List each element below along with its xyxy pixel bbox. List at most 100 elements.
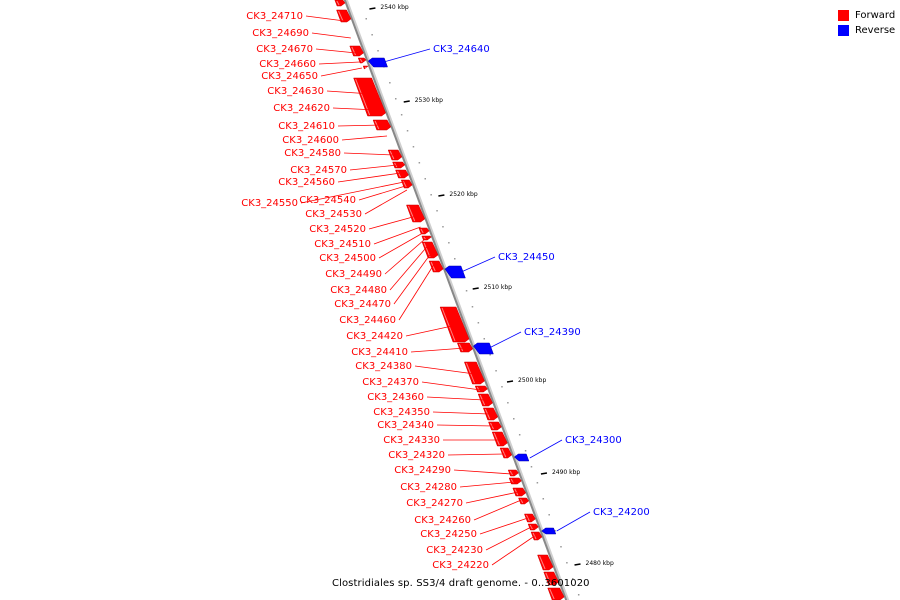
forward-gene-label: CK3_24290 bbox=[394, 465, 451, 476]
minor-tick bbox=[465, 290, 468, 292]
forward-gene-highlight bbox=[549, 588, 555, 600]
forward-leader-line bbox=[485, 526, 532, 551]
forward-gene bbox=[512, 487, 527, 497]
scale-tick-mark bbox=[438, 194, 445, 197]
forward-gene-label: CK3_24380 bbox=[355, 361, 412, 372]
forward-gene-highlight bbox=[351, 46, 356, 56]
map-caption: Clostridiales sp. SS3/4 draft genome. - … bbox=[332, 578, 590, 589]
forward-leader-line bbox=[378, 232, 423, 259]
minor-tick bbox=[400, 114, 403, 116]
reverse-gene-label: CK3_24640 bbox=[433, 44, 490, 55]
forward-gene-highlight bbox=[430, 261, 436, 272]
forward-leader-line bbox=[326, 90, 372, 95]
forward-gene-highlight bbox=[493, 432, 500, 446]
reverse-gene-label: CK3_24450 bbox=[498, 252, 555, 263]
forward-gene-label: CK3_24220 bbox=[432, 560, 489, 571]
forward-gene bbox=[392, 161, 406, 169]
forward-gene bbox=[349, 45, 364, 57]
scale-tick-mark bbox=[403, 100, 410, 103]
minor-tick bbox=[436, 210, 438, 212]
minor-tick bbox=[507, 402, 509, 404]
forward-gene bbox=[421, 235, 432, 241]
forward-gene bbox=[482, 407, 499, 421]
reverse-gene-label: CK3_24390 bbox=[524, 327, 581, 338]
reverse-leader-line bbox=[383, 48, 431, 63]
forward-gene-highlight bbox=[336, 0, 340, 6]
reverse-leader-line bbox=[461, 256, 496, 273]
forward-gene-label: CK3_24560 bbox=[278, 177, 335, 188]
scale-tick-label: 2530 kbp bbox=[415, 97, 443, 104]
forward-gene-label: CK3_24670 bbox=[256, 44, 313, 55]
forward-gene-highlight bbox=[458, 343, 464, 352]
minor-tick bbox=[483, 338, 486, 340]
forward-gene bbox=[439, 306, 470, 343]
forward-gene-label: CK3_24650 bbox=[261, 71, 318, 82]
minor-tick bbox=[424, 178, 426, 180]
forward-gene-highlight bbox=[501, 448, 507, 458]
forward-leader-line bbox=[341, 135, 388, 141]
forward-leader-line bbox=[389, 245, 428, 291]
forward-gene-highlight bbox=[423, 242, 431, 258]
minor-tick bbox=[412, 146, 415, 148]
reverse-gene bbox=[473, 342, 494, 355]
forward-leader-line bbox=[465, 491, 519, 504]
forward-gene bbox=[428, 260, 444, 273]
forward-gene-label: CK3_24420 bbox=[346, 331, 403, 342]
scale-tick-mark bbox=[472, 287, 479, 290]
forward-gene-highlight bbox=[539, 555, 546, 570]
forward-gene bbox=[507, 469, 519, 477]
forward-leader-line bbox=[447, 453, 505, 456]
forward-gene-label: CK3_24550 bbox=[241, 198, 298, 209]
minor-tick bbox=[560, 546, 562, 548]
minor-tick bbox=[454, 258, 456, 260]
forward-leader-line bbox=[459, 481, 515, 488]
forward-gene-highlight bbox=[514, 488, 519, 496]
minor-tick bbox=[566, 562, 568, 564]
reverse-leader-line bbox=[489, 331, 522, 349]
forward-leader-line bbox=[405, 324, 457, 337]
forward-gene-label: CK3_24320 bbox=[388, 450, 445, 461]
forward-gene-label: CK3_24610 bbox=[278, 121, 335, 132]
forward-leader-line bbox=[491, 535, 535, 566]
forward-gene-label: CK3_24580 bbox=[284, 148, 341, 159]
forward-leader-line bbox=[318, 61, 360, 65]
forward-gene bbox=[477, 393, 493, 407]
scale-tick-label: 2490 kbp bbox=[552, 469, 580, 476]
forward-gene bbox=[543, 571, 559, 586]
minor-tick bbox=[577, 594, 580, 596]
forward-gene-label: CK3_24350 bbox=[373, 407, 430, 418]
minor-tick bbox=[542, 498, 545, 500]
forward-gene-label: CK3_24250 bbox=[420, 529, 477, 540]
forward-leader-line bbox=[368, 215, 417, 230]
forward-leader-line bbox=[473, 499, 522, 521]
minor-tick bbox=[406, 130, 409, 132]
reverse-gene-label: CK3_24200 bbox=[593, 507, 650, 518]
forward-leader-line bbox=[393, 253, 431, 305]
minor-tick bbox=[536, 482, 539, 484]
reverse-gene-label: CK3_24300 bbox=[565, 435, 622, 446]
forward-leader-line bbox=[384, 238, 426, 275]
forward-gene bbox=[418, 227, 430, 235]
minor-tick bbox=[554, 530, 556, 532]
forward-leader-line bbox=[410, 347, 466, 353]
reverse-gene bbox=[367, 57, 388, 68]
forward-leader-line bbox=[349, 164, 398, 171]
forward-gene-label: CK3_24530 bbox=[305, 209, 362, 220]
forward-leader-line bbox=[364, 189, 408, 215]
forward-gene bbox=[537, 554, 554, 571]
forward-gene-label: CK3_24480 bbox=[330, 285, 387, 296]
minor-tick bbox=[471, 306, 474, 308]
forward-leader-line bbox=[311, 32, 351, 39]
forward-leader-line bbox=[315, 48, 357, 54]
minor-tick bbox=[442, 226, 444, 228]
forward-gene bbox=[508, 477, 522, 485]
forward-gene-highlight bbox=[397, 170, 401, 178]
forward-gene-label: CK3_24330 bbox=[383, 435, 440, 446]
forward-leader-line bbox=[436, 424, 494, 427]
forward-gene-label: CK3_24460 bbox=[339, 315, 396, 326]
chromosome-axis bbox=[343, 0, 568, 600]
forward-gene-highlight bbox=[364, 66, 367, 69]
legend-reverse: Reverse bbox=[838, 23, 895, 38]
scale-tick-mark bbox=[369, 7, 376, 10]
